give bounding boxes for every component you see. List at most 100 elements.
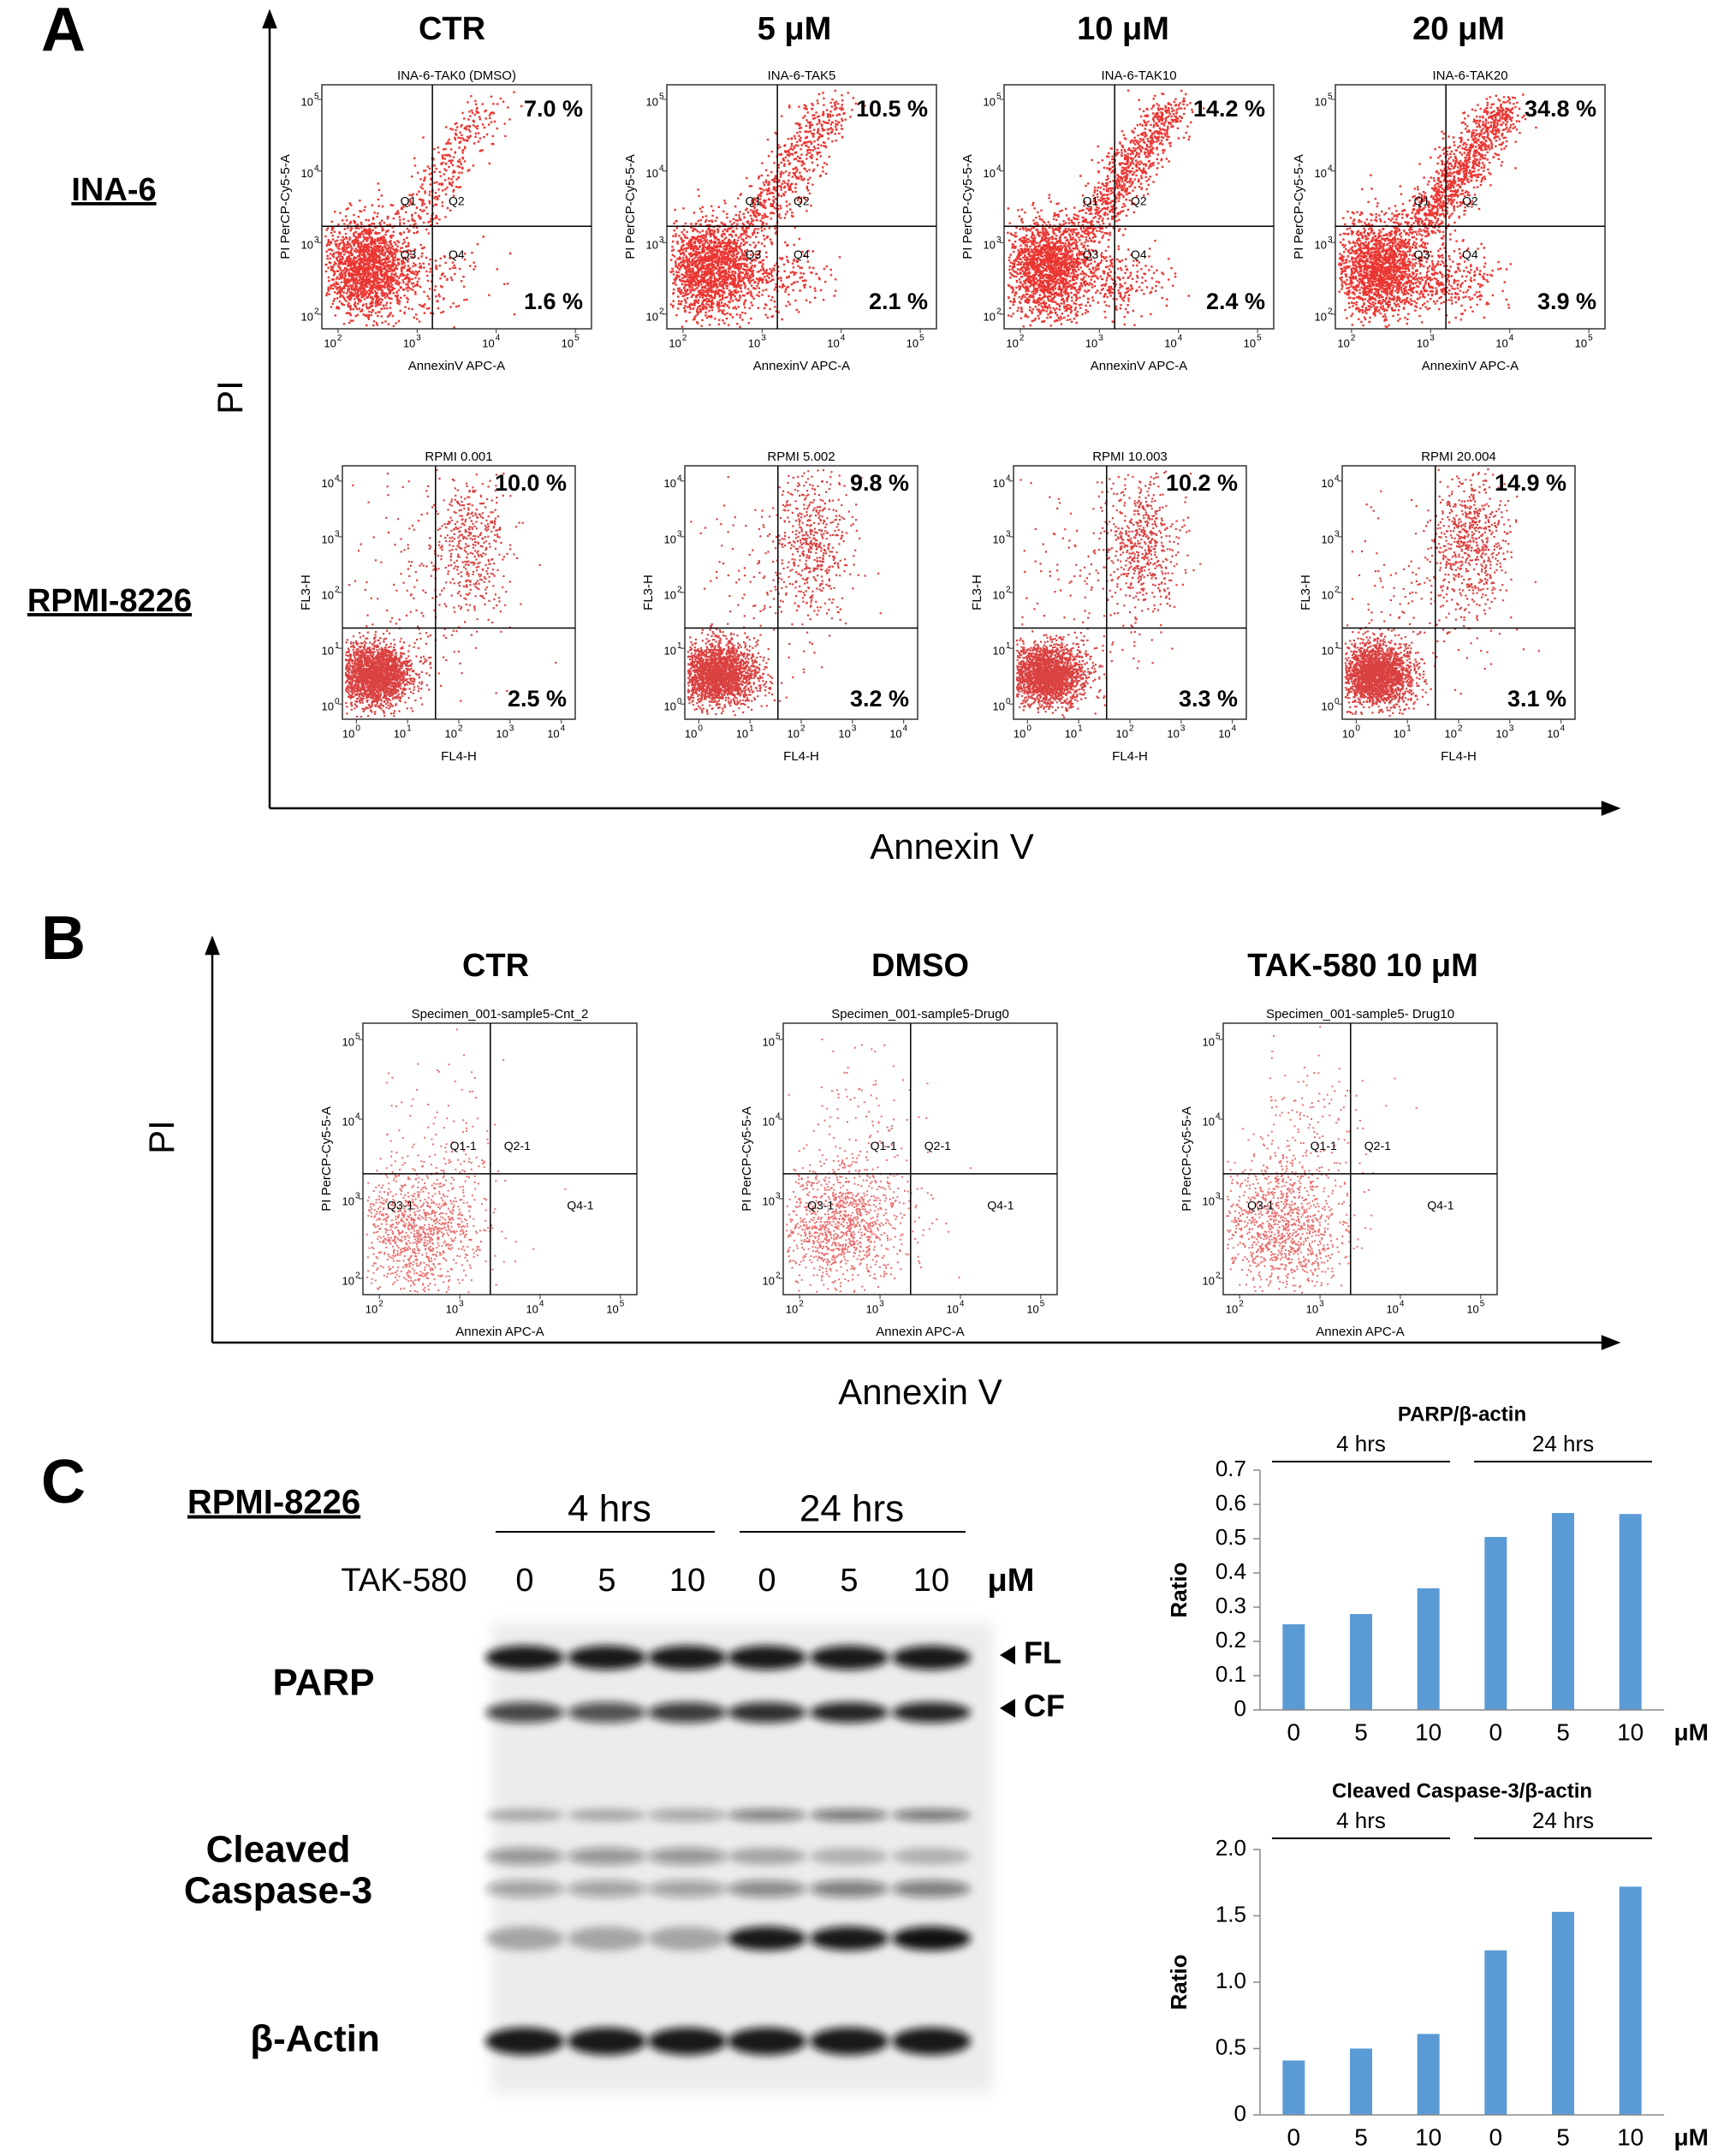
y-tick-exp: 4	[659, 164, 664, 173]
y-tick-label: 1.5	[1216, 1901, 1246, 1927]
x-tick-base: 10	[403, 337, 415, 349]
plot-title: Specimen_001-sample5- Drug10	[1266, 1007, 1454, 1021]
bar	[1282, 1624, 1305, 1710]
scatter-cloud	[669, 89, 866, 329]
y-axis-label: FL3-H	[970, 575, 984, 610]
column-header: 5 μM	[758, 11, 832, 47]
y-tick-base: 10	[993, 645, 1005, 658]
x-tick-base: 10	[1394, 727, 1406, 740]
x-tick-base: 10	[1244, 337, 1256, 349]
x-tick-base: 10	[1065, 727, 1077, 740]
x-axis-label: AnnexinV APC-A	[753, 359, 850, 373]
percent-upper: 10.2 %	[1166, 470, 1238, 496]
y-tick-base: 10	[322, 588, 334, 601]
y-tick-exp: 3	[335, 530, 340, 539]
y-axis-label: PI PerCP-Cy5-5-A	[1292, 154, 1306, 259]
x-tick-base: 10	[324, 337, 336, 349]
x-tick-exp: 3	[509, 724, 514, 734]
y-tick-exp: 2	[776, 1272, 781, 1281]
arrow-head	[1601, 1335, 1621, 1350]
dose-label: 0	[515, 1563, 533, 1599]
y-tick-base: 10	[1322, 477, 1334, 490]
x-axis-label: Annexin APC-A	[876, 1325, 964, 1339]
x-tick-exp: 4	[1178, 334, 1183, 343]
x-tick-base: 10	[606, 1302, 618, 1315]
y-tick-base: 10	[664, 533, 676, 545]
bar	[1619, 1886, 1642, 2115]
x-tick-exp: 5	[1040, 1300, 1045, 1309]
blot-band	[568, 1809, 646, 1821]
y-tick-exp: 3	[1006, 530, 1011, 539]
bar	[1417, 1588, 1440, 1710]
y-tick-exp: 3	[996, 235, 1002, 245]
quadrant-label: Q4-1	[987, 1199, 1014, 1212]
y-tick-exp: 2	[1328, 307, 1333, 317]
y-tick-base: 10	[1322, 533, 1334, 545]
percent-lower: 3.1 %	[1507, 686, 1566, 712]
x-tick-base: 10	[838, 727, 850, 740]
x-tick-exp: 1	[1406, 724, 1412, 734]
x-tick-exp: 2	[1129, 724, 1134, 734]
y-tick-base: 10	[1203, 1274, 1215, 1287]
x-tick-exp: 3	[1180, 724, 1186, 734]
x-tick-base: 10	[446, 1302, 458, 1315]
x-tick-base: 10	[1417, 337, 1429, 349]
blot-band	[810, 1809, 889, 1821]
y-tick-exp: 4	[355, 1112, 360, 1122]
band-arrow	[1000, 1646, 1015, 1665]
y-tick-base: 10	[763, 1274, 775, 1287]
y-axis-label: FL3-H	[1299, 575, 1313, 610]
x-tick-base: 10	[1495, 337, 1507, 349]
arrow-head	[1601, 801, 1621, 816]
x-tick-label: 5	[1354, 1718, 1368, 1745]
x-tick-base: 10	[1014, 727, 1025, 740]
x-tick-base: 10	[445, 727, 457, 740]
y-tick-exp: 2	[677, 586, 682, 595]
x-tick-exp: 2	[799, 1300, 804, 1309]
y-tick-base: 10	[322, 700, 334, 713]
scatter-cloud	[366, 1028, 567, 1294]
quadrant-label: Q3-1	[387, 1199, 413, 1212]
band-label: FL	[1024, 1635, 1061, 1671]
quadrant-label: Q1	[1414, 194, 1430, 208]
x-axis-label: Annexin APC-A	[455, 1325, 544, 1339]
y-tick-exp: 3	[355, 1192, 360, 1201]
y-tick-exp: 0	[1006, 697, 1011, 706]
x-tick-base: 10	[366, 1302, 377, 1315]
blot-band	[728, 1848, 806, 1865]
y-tick-exp: 3	[1335, 530, 1340, 539]
y-tick-exp: 0	[1335, 697, 1340, 706]
column-header: DMSO	[871, 948, 969, 984]
quadrant-label: Q4-1	[567, 1199, 593, 1212]
y-tick-base: 10	[993, 477, 1005, 490]
y-tick-exp: 3	[776, 1192, 781, 1201]
y-tick-base: 10	[322, 533, 334, 545]
y-axis-label: Ratio	[1166, 1563, 1192, 1618]
quadrant-label: Q2-1	[504, 1139, 531, 1152]
x-tick-exp: 4	[960, 1300, 965, 1309]
y-tick-exp: 0	[677, 697, 682, 706]
quadrant-label: Q3-1	[807, 1199, 834, 1212]
blot-band	[892, 1848, 971, 1865]
blot-band	[892, 1880, 971, 1897]
y-tick-exp: 2	[1216, 1272, 1221, 1281]
blot-band	[728, 1880, 806, 1897]
percent-upper: 9.8 %	[850, 470, 909, 496]
y-tick-exp: 2	[355, 1272, 360, 1281]
blot-band	[568, 1927, 646, 1951]
blot-band	[485, 1927, 564, 1951]
percent-upper: 10.0 %	[495, 470, 567, 496]
y-tick-base: 10	[763, 1194, 775, 1207]
y-tick-exp: 3	[314, 235, 319, 245]
y-tick-base: 10	[1203, 1194, 1215, 1207]
blot-band	[810, 2028, 889, 2055]
y-tick-exp: 5	[659, 92, 664, 102]
group-label: 24 hrs	[1532, 1431, 1594, 1456]
y-tick-exp: 4	[677, 473, 682, 483]
percent-upper: 7.0 %	[524, 96, 583, 122]
protein-label: Caspase-3	[184, 1870, 372, 1912]
plot-title: Specimen_001-sample5-Cnt_2	[412, 1007, 589, 1021]
y-tick-base: 10	[1203, 1115, 1215, 1128]
quadrant-label: Q1-1	[871, 1139, 897, 1152]
x-tick-base: 10	[1164, 337, 1176, 349]
